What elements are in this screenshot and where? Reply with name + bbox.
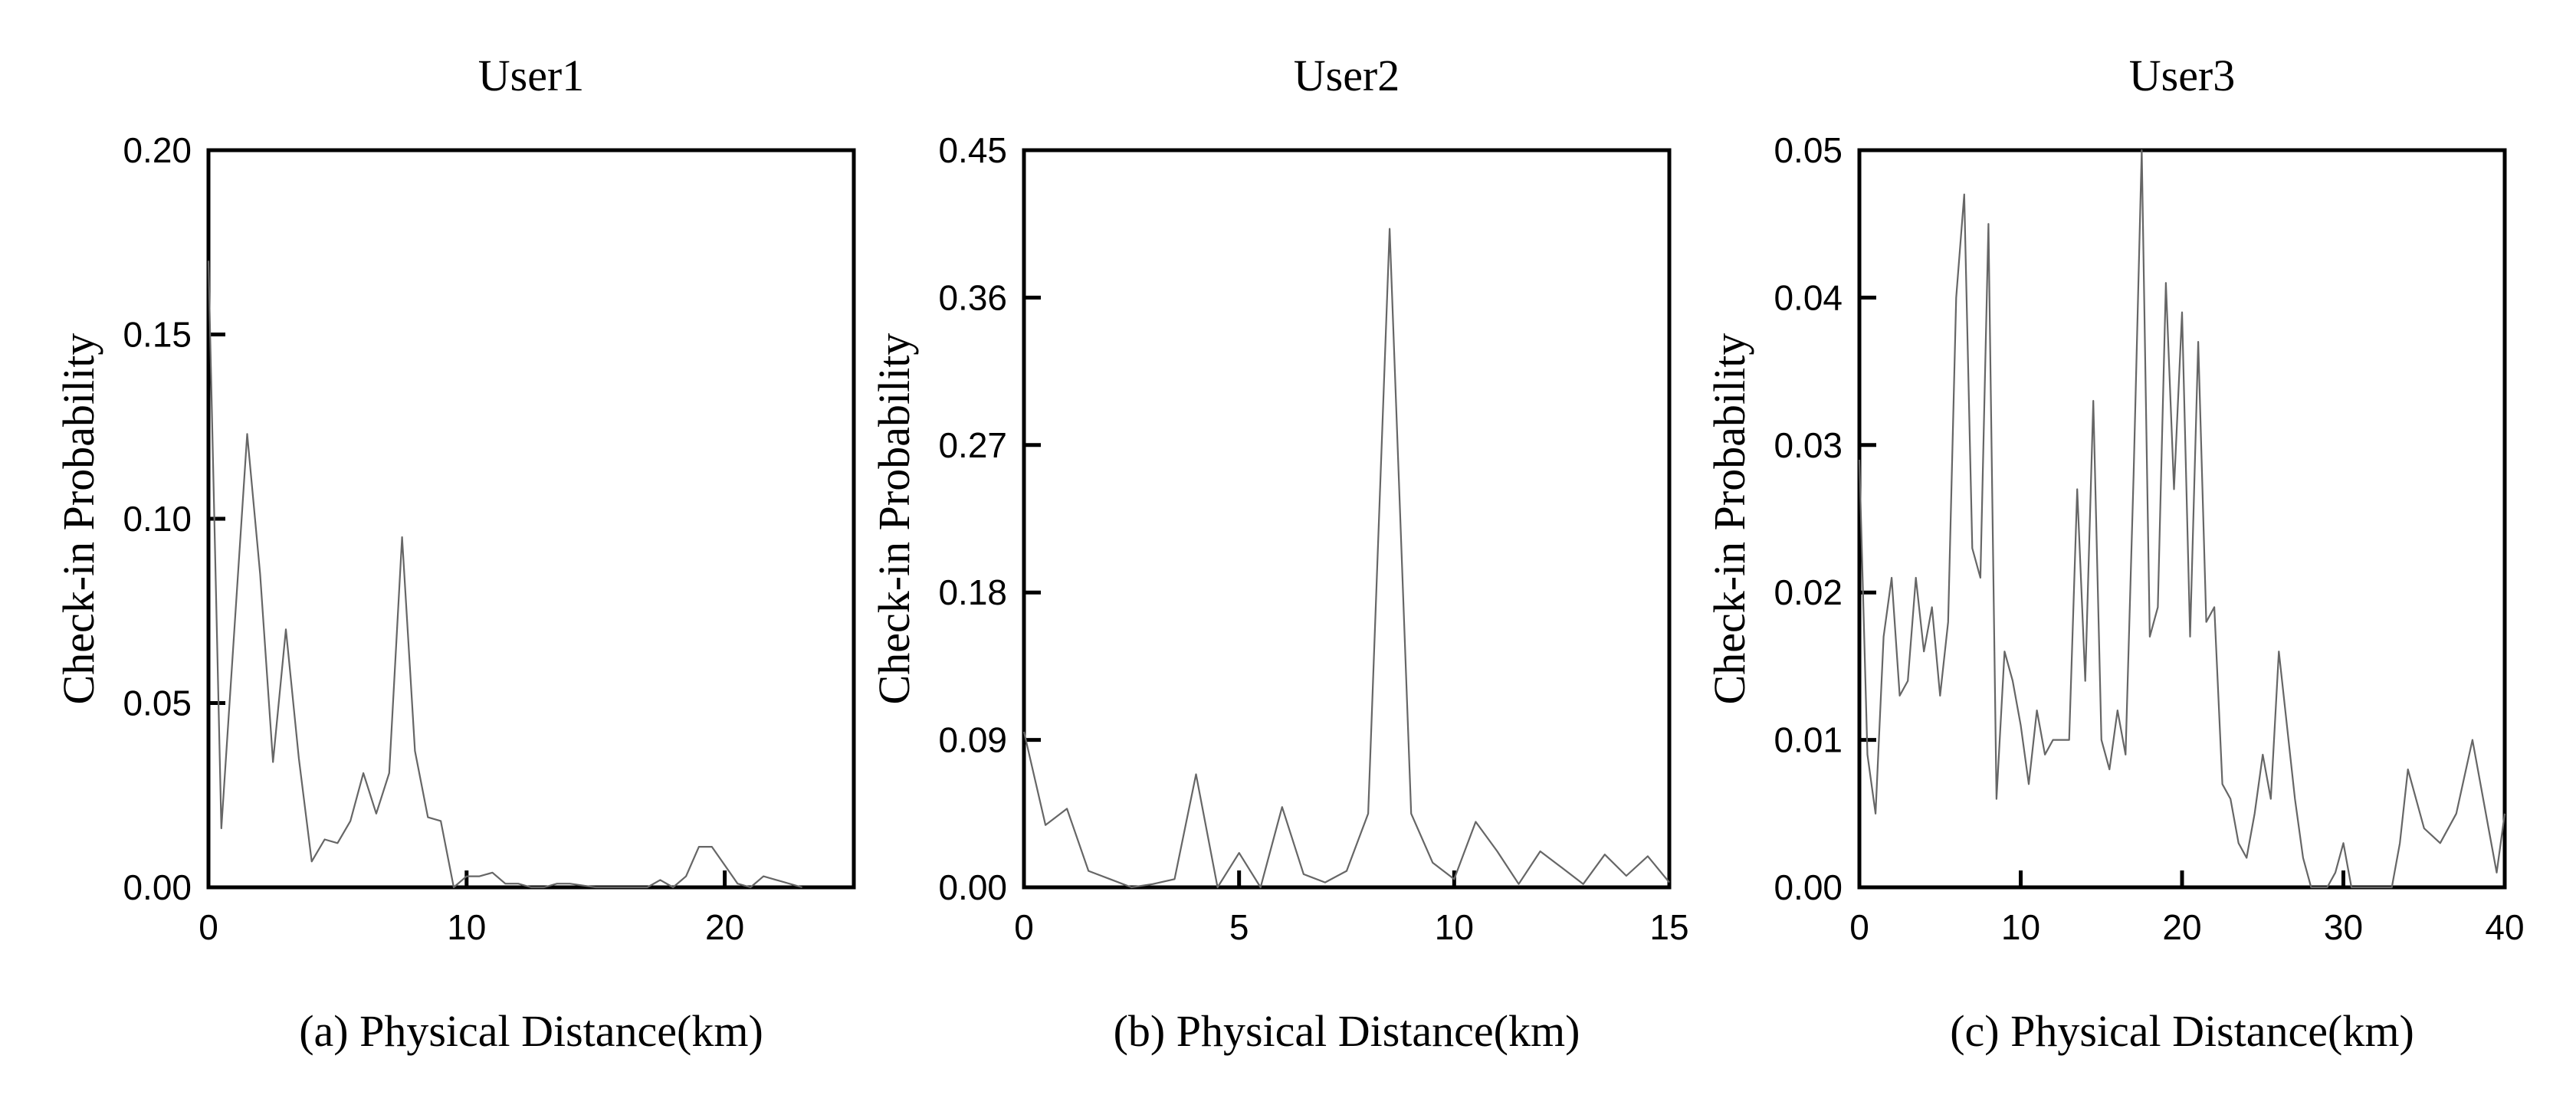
y-tick-label: 0.36 <box>938 277 1007 317</box>
y-axis-label: Check-in Probability <box>54 333 103 705</box>
chart-title: User3 <box>2129 51 2236 100</box>
x-tick-label: 10 <box>1435 907 1474 947</box>
y-tick-label: 0.05 <box>1774 130 1843 170</box>
chart-title: User1 <box>478 51 585 100</box>
plot-frame <box>206 148 856 890</box>
subplot-3: User3 Check-in Probability (c) Physical Di… <box>1705 51 2525 1056</box>
x-tick-label: 20 <box>2162 907 2201 947</box>
x-axis-caption: (b) Physical Distance(km) <box>1114 1006 1580 1056</box>
y-tick-label: 0.03 <box>1774 425 1843 465</box>
plot-frame <box>1022 148 1672 890</box>
x-tick-label: 5 <box>1229 907 1249 947</box>
y-tick-label: 0.20 <box>123 130 192 170</box>
x-tick-label: 10 <box>2001 907 2040 947</box>
subplot-2: User2 Check-in Probability (b) Physical Di… <box>869 51 1689 1056</box>
y-tick-label: 0.04 <box>1774 277 1843 317</box>
x-axis-caption: (c) Physical Distance(km) <box>1950 1006 2414 1056</box>
y-tick-label: 0.00 <box>123 867 192 907</box>
y-tick-label: 0.27 <box>938 425 1007 465</box>
x-tick-label: 0 <box>1014 907 1034 947</box>
y-axis-label: Check-in Probability <box>869 333 919 705</box>
series-line <box>1858 149 2506 889</box>
x-tick-label: 0 <box>1849 907 1869 947</box>
y-tick-label: 0.15 <box>123 315 192 355</box>
series-line <box>1022 228 1670 889</box>
x-tick-label: 15 <box>1649 907 1688 947</box>
series-line <box>207 261 802 889</box>
y-tick-label: 0.10 <box>123 499 192 539</box>
x-tick-label: 0 <box>199 907 218 947</box>
y-tick-label: 0.02 <box>1774 572 1843 612</box>
y-axis-label: Check-in Probability <box>1705 333 1754 705</box>
y-tick-label: 0.45 <box>938 130 1007 170</box>
y-tick-label: 0.18 <box>938 572 1007 612</box>
x-tick-label: 40 <box>2485 907 2524 947</box>
x-tick-label: 30 <box>2324 907 2363 947</box>
y-tick-label: 0.01 <box>1774 720 1843 760</box>
x-axis-caption: (a) Physical Distance(km) <box>299 1006 763 1056</box>
y-tick-label: 0.05 <box>123 683 192 723</box>
y-tick-label: 0.09 <box>938 720 1007 760</box>
y-tick-label: 0.00 <box>1774 867 1843 907</box>
y-tick-label: 0.00 <box>938 867 1007 907</box>
x-tick-label: 10 <box>447 907 486 947</box>
chart-title: User2 <box>1294 51 1400 100</box>
x-tick-label: 20 <box>705 907 744 947</box>
subplot-1: User1 Check-in Probability (a) Physical Di… <box>54 51 856 1056</box>
